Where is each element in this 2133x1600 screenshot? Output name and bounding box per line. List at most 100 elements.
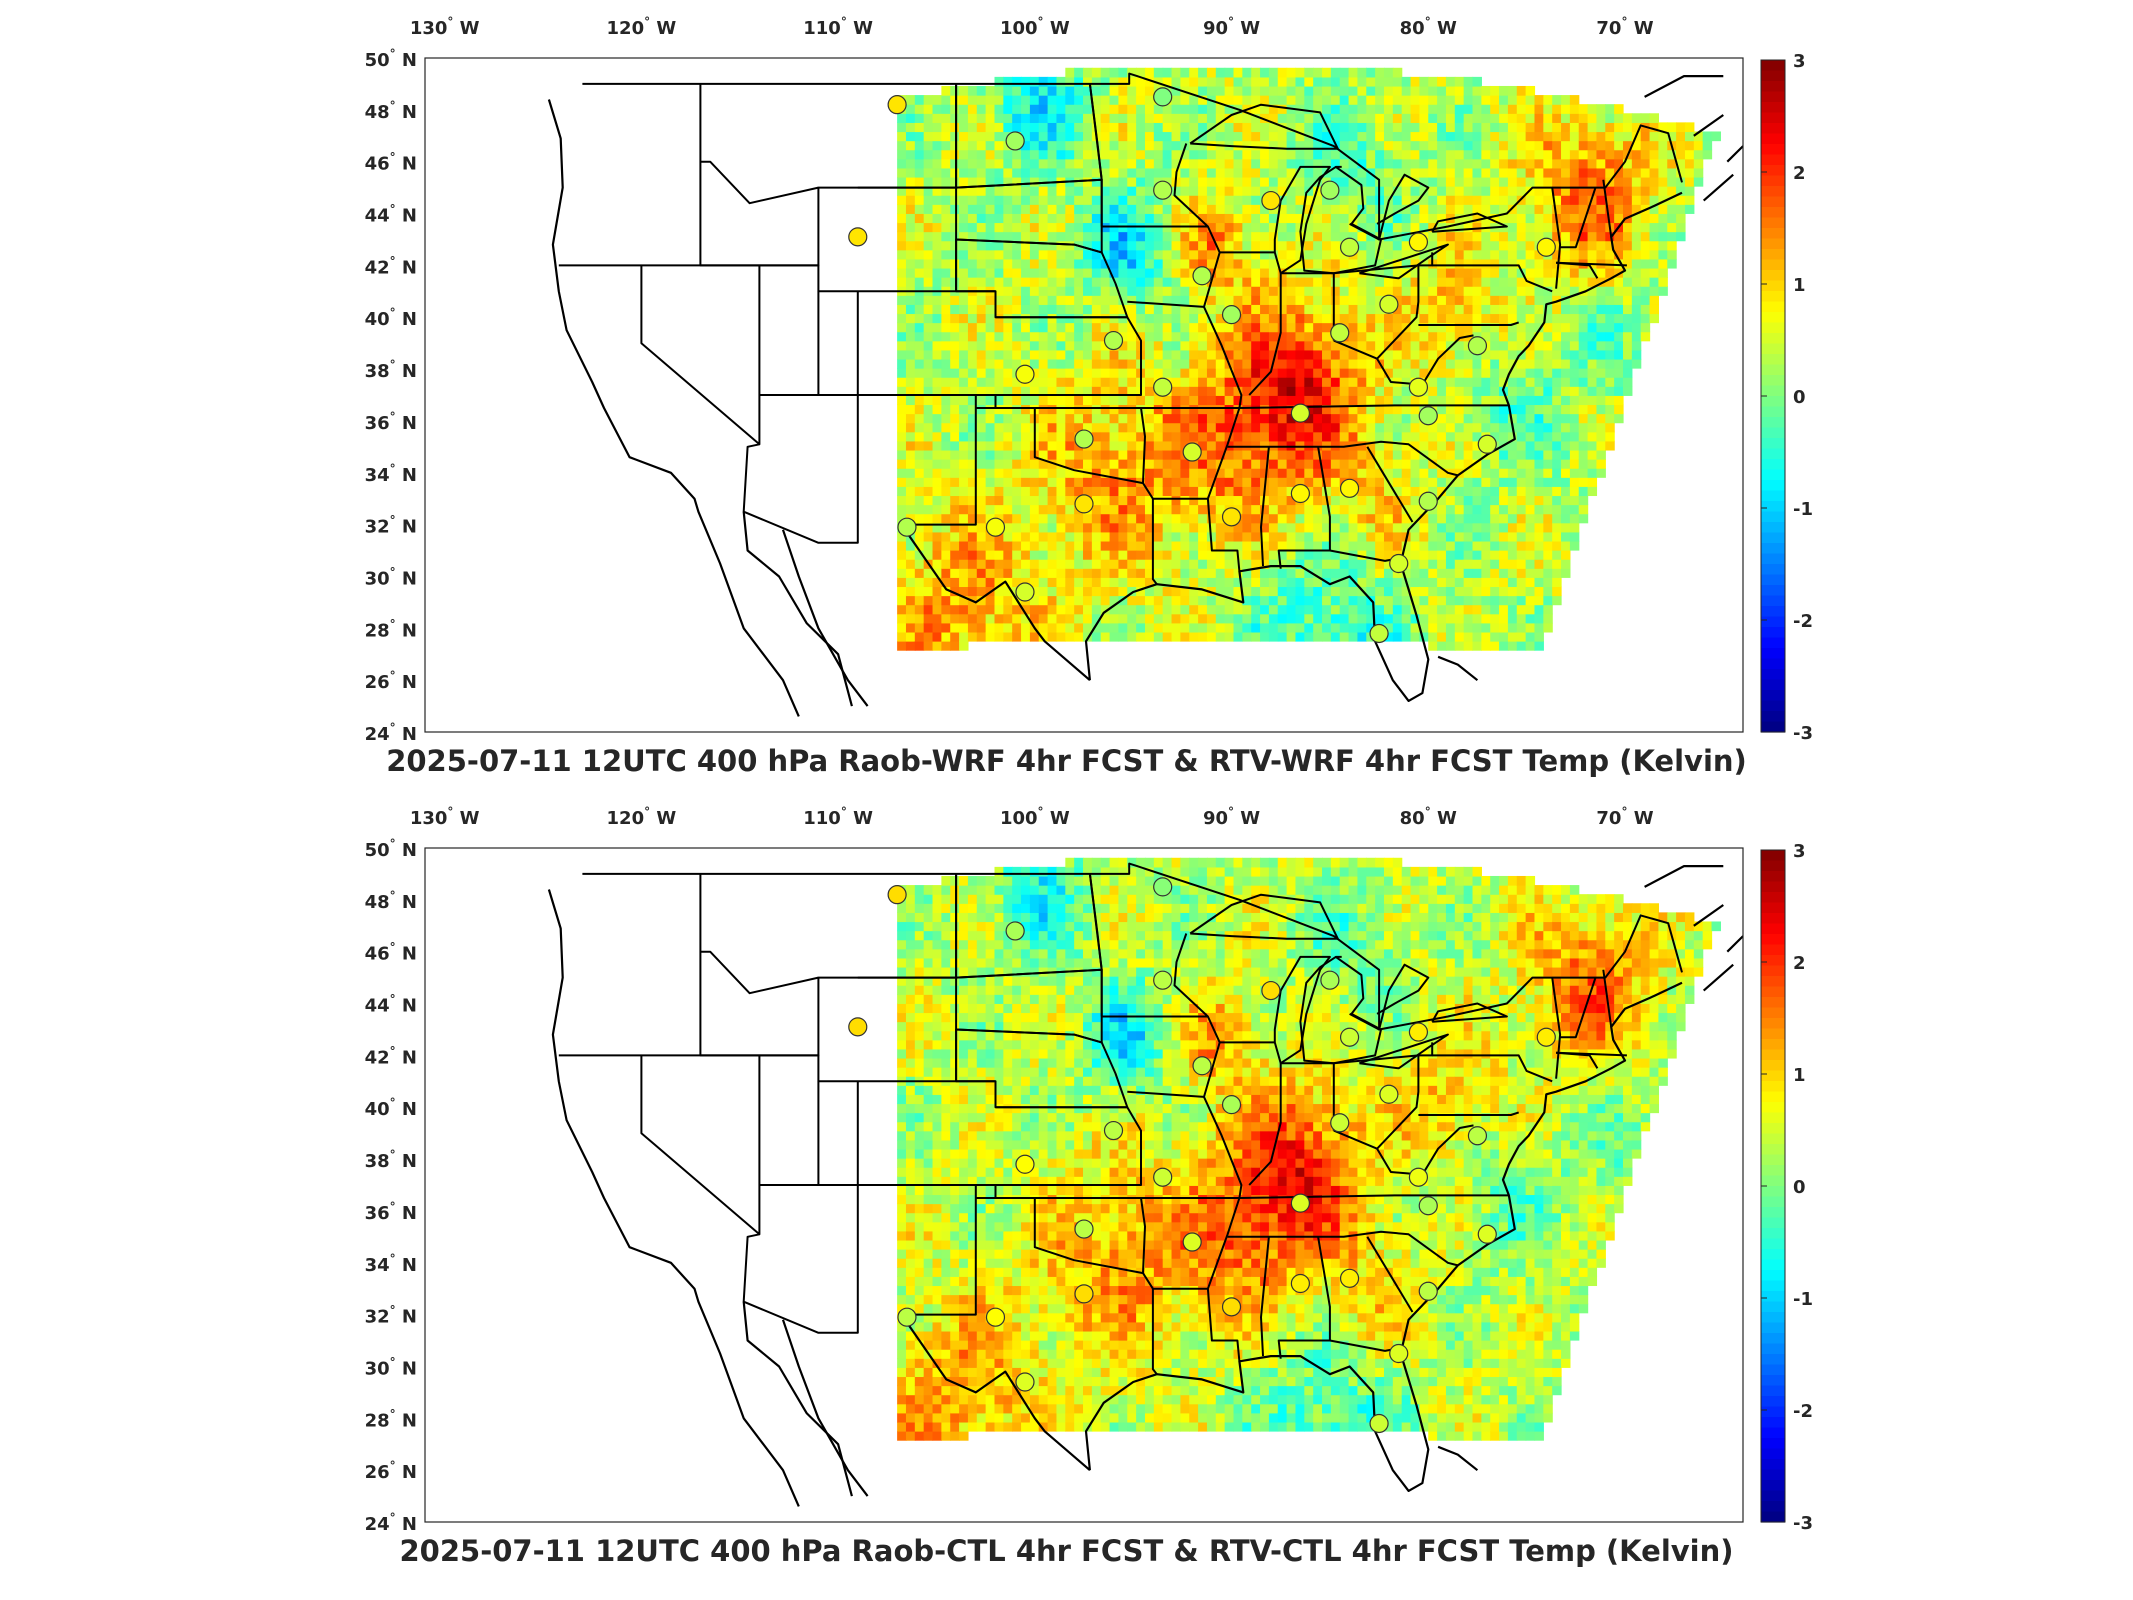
field-cell [1074, 449, 1084, 460]
field-cell [941, 495, 951, 506]
field-cell [914, 559, 925, 569]
field-cell [1569, 377, 1580, 387]
field-cell [1109, 122, 1120, 133]
field-cell [1357, 550, 1367, 560]
field-cell [976, 349, 987, 360]
field-cell [1587, 231, 1598, 242]
field-cell [1056, 586, 1066, 597]
field-cell [1056, 613, 1066, 624]
field-cell [923, 540, 934, 551]
field-cell [1490, 85, 1500, 96]
field-cell [1445, 240, 1456, 251]
field-cell [1295, 468, 1305, 478]
field-cell [1091, 186, 1102, 196]
field-cell [1038, 559, 1049, 569]
field-cell [1136, 440, 1146, 451]
field-cell [1003, 631, 1013, 642]
field-cell [1118, 386, 1128, 396]
field-cell [1091, 468, 1102, 478]
field-cell [1330, 85, 1341, 96]
field-cell [1029, 577, 1040, 588]
field-cell [1561, 240, 1571, 251]
field-cell [1215, 286, 1226, 296]
field-cell [1003, 586, 1013, 597]
field-cell [932, 131, 942, 142]
field-cell [1100, 76, 1111, 87]
field-cell [1313, 440, 1323, 451]
field-cell [1348, 67, 1359, 78]
field-cell [1348, 295, 1359, 305]
field-cell [941, 468, 951, 478]
field-cell [1313, 459, 1323, 469]
field-cell [1242, 459, 1252, 469]
field-cell [959, 613, 969, 624]
field-cell [1083, 67, 1093, 78]
field-cell [1410, 176, 1421, 187]
field-cell [1286, 595, 1297, 606]
field-cell [1109, 95, 1120, 105]
field-cell [1198, 613, 1208, 624]
field-cell [1587, 313, 1598, 324]
field-cell [1614, 304, 1624, 315]
field-cell [1569, 249, 1580, 260]
field-cell [1242, 577, 1252, 588]
field-cell [1605, 404, 1615, 415]
field-cell [1268, 395, 1279, 406]
field-cell [1304, 231, 1314, 242]
field-cell [1074, 577, 1084, 588]
field-cell [976, 413, 987, 424]
field-cell [905, 295, 916, 305]
field-cell [1224, 459, 1235, 469]
field-cell [985, 368, 996, 378]
field-cell [1330, 349, 1341, 360]
field-cell [1162, 486, 1173, 497]
field-cell [1038, 222, 1049, 233]
field-cell [1410, 322, 1421, 333]
field-cell [1180, 477, 1190, 487]
field-cell [1330, 431, 1341, 442]
field-cell [1047, 413, 1058, 424]
field-cell [1242, 76, 1252, 87]
field-cell [1366, 477, 1376, 487]
field-cell [1242, 522, 1252, 533]
field-cell [1322, 140, 1332, 151]
field-cell [950, 176, 960, 187]
field-cell [1445, 295, 1456, 305]
field-cell [1206, 550, 1217, 560]
field-cell [1144, 495, 1155, 506]
field-cell [959, 304, 969, 315]
field-cell [1277, 240, 1288, 251]
field-cell [1392, 449, 1403, 460]
field-cell [1454, 104, 1465, 114]
field-cell [932, 622, 942, 633]
field-cell [1392, 167, 1403, 178]
field-cell [1623, 286, 1633, 296]
field-cell [1021, 322, 1031, 333]
field-cell [1481, 331, 1491, 342]
field-cell [1021, 240, 1031, 251]
field-cell [1206, 76, 1217, 87]
field-cell [1454, 76, 1465, 87]
field-cell [914, 304, 925, 315]
field-cell [1481, 249, 1491, 260]
field-cell [1392, 386, 1403, 396]
field-cell [1065, 277, 1075, 287]
field-cell [1499, 277, 1509, 287]
field-cell [1153, 413, 1164, 424]
field-cell [1162, 213, 1173, 224]
field-cell [1552, 249, 1562, 260]
field-cell [1507, 404, 1518, 415]
field-cell [1375, 368, 1385, 378]
field-cell [1596, 340, 1606, 351]
field-cell [1410, 495, 1421, 506]
field-cell [1260, 149, 1270, 160]
field-cell [1357, 104, 1367, 114]
field-cell [1313, 277, 1323, 287]
field-cell [1454, 459, 1465, 469]
field-cell [1065, 577, 1075, 588]
field-cell [1198, 504, 1208, 515]
field-cell [1003, 85, 1013, 96]
field-cell [1587, 368, 1598, 378]
field-cell [1242, 313, 1252, 324]
field-cell [1180, 586, 1190, 597]
